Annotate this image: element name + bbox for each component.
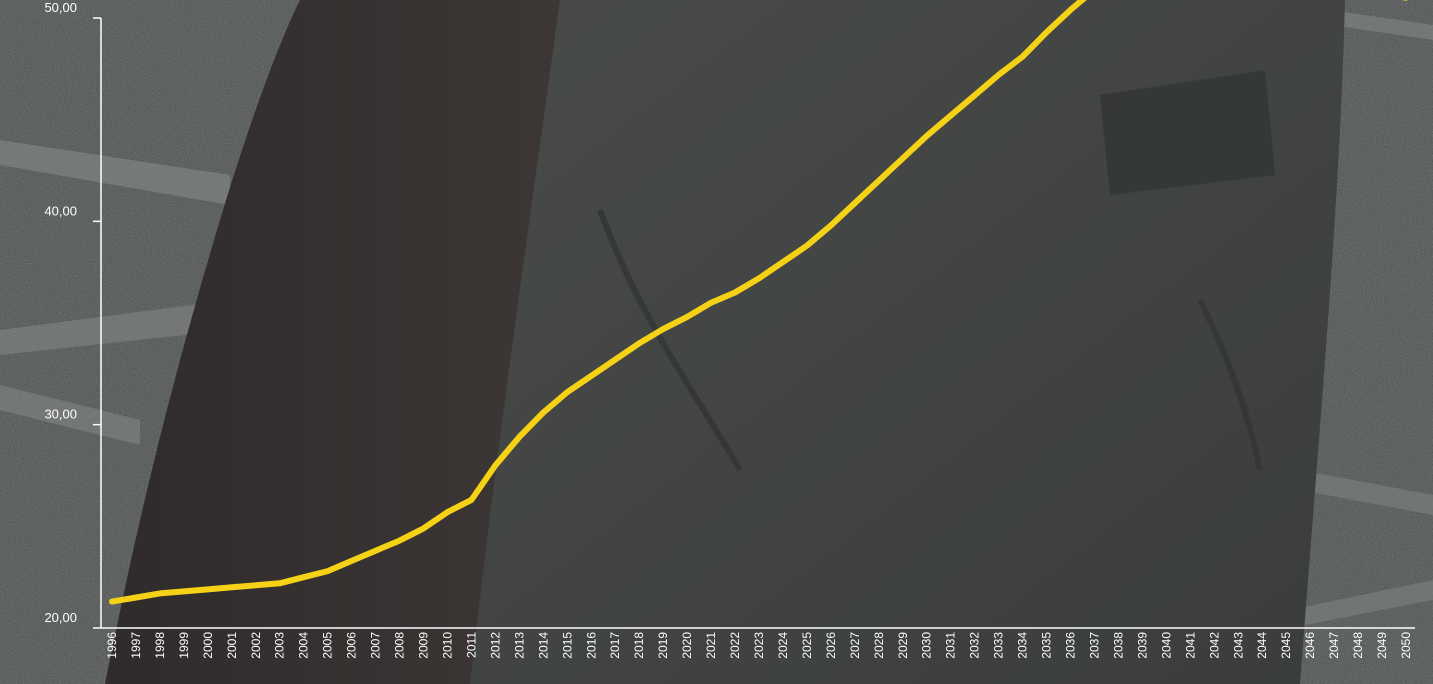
x-tick-label: 2009 xyxy=(417,632,431,659)
x-tick-label: 2038 xyxy=(1111,632,1125,659)
x-tick-label: 2008 xyxy=(393,632,407,659)
x-tick-label: 2040 xyxy=(1159,632,1173,659)
x-tick-label: 2010 xyxy=(441,632,455,659)
x-tick-label: 1996 xyxy=(105,632,119,659)
x-tick-label: 2039 xyxy=(1135,632,1149,659)
x-tick-label: 2004 xyxy=(297,632,311,659)
x-tick-label: 2036 xyxy=(1064,632,1078,659)
x-tick-label: 2029 xyxy=(896,632,910,659)
x-tick-label: 2031 xyxy=(944,632,958,659)
x-tick-label: 2006 xyxy=(345,632,359,659)
x-tick-label: 2022 xyxy=(728,632,742,659)
x-tick-label: 2028 xyxy=(872,632,886,659)
x-tick-label: 2043 xyxy=(1231,632,1245,659)
x-tick-label: 2016 xyxy=(584,632,598,659)
y-tick-label: 50,00 xyxy=(44,0,77,15)
x-tick-label: 2027 xyxy=(848,632,862,659)
x-tick-label: 2000 xyxy=(201,632,215,659)
x-tick-label: 2034 xyxy=(1016,632,1030,659)
x-tick-label: 2002 xyxy=(249,632,263,659)
y-tick-label: 20,00 xyxy=(44,610,77,625)
x-tick-label: 2050 xyxy=(1399,632,1413,659)
x-tick-label: 2046 xyxy=(1303,632,1317,659)
x-tick-label: 2026 xyxy=(824,632,838,659)
y-tick-label: 30,00 xyxy=(44,407,77,422)
x-tick-label: 2013 xyxy=(512,632,526,659)
x-tick-label: 2020 xyxy=(680,632,694,659)
x-tick-label: 1997 xyxy=(129,632,143,659)
x-tick-label: 2048 xyxy=(1351,632,1365,659)
x-tick-label: 2035 xyxy=(1040,632,1054,659)
x-tick-label: 2012 xyxy=(488,632,502,659)
x-tick-label: 2007 xyxy=(369,632,383,659)
x-tick-label: 2015 xyxy=(560,632,574,659)
x-tick-label: 2024 xyxy=(776,632,790,659)
x-tick-label: 2049 xyxy=(1375,632,1389,659)
x-tick-label: 2042 xyxy=(1207,632,1221,659)
x-axis-ticks: 1996 1997 1998 1999 2000 2001 2002 2003 2004 2005… xyxy=(105,632,1413,659)
x-tick-label: 2021 xyxy=(704,632,718,659)
x-tick-label: 1998 xyxy=(153,632,167,659)
x-tick-label: 2014 xyxy=(536,632,550,659)
x-tick-label: 2017 xyxy=(608,632,622,659)
x-tick-label: 2023 xyxy=(752,632,766,659)
x-tick-label: 2003 xyxy=(273,632,287,659)
x-tick-label: 2018 xyxy=(632,632,646,659)
x-tick-label: 2041 xyxy=(1183,632,1197,659)
series-line xyxy=(109,0,1408,605)
x-tick-label: 2045 xyxy=(1279,632,1293,659)
x-tick-label: 2005 xyxy=(321,632,335,659)
x-tick-label: 2032 xyxy=(968,632,982,659)
x-tick-label: 2047 xyxy=(1327,632,1341,659)
x-tick-label: 2044 xyxy=(1255,632,1269,659)
x-tick-label: 2037 xyxy=(1088,632,1102,659)
x-tick-label: 2001 xyxy=(225,632,239,659)
x-tick-label: 2030 xyxy=(920,632,934,659)
x-tick-label: 2025 xyxy=(800,632,814,659)
x-tick-label: 2011 xyxy=(464,632,478,658)
y-axis-ticks: 20,00 30,00 40,00 50,00 xyxy=(44,0,101,629)
x-tick-label: 2019 xyxy=(656,632,670,659)
x-tick-label: 1999 xyxy=(177,632,191,659)
y-tick-label: 40,00 xyxy=(44,203,77,218)
x-tick-label: 2033 xyxy=(992,632,1006,659)
